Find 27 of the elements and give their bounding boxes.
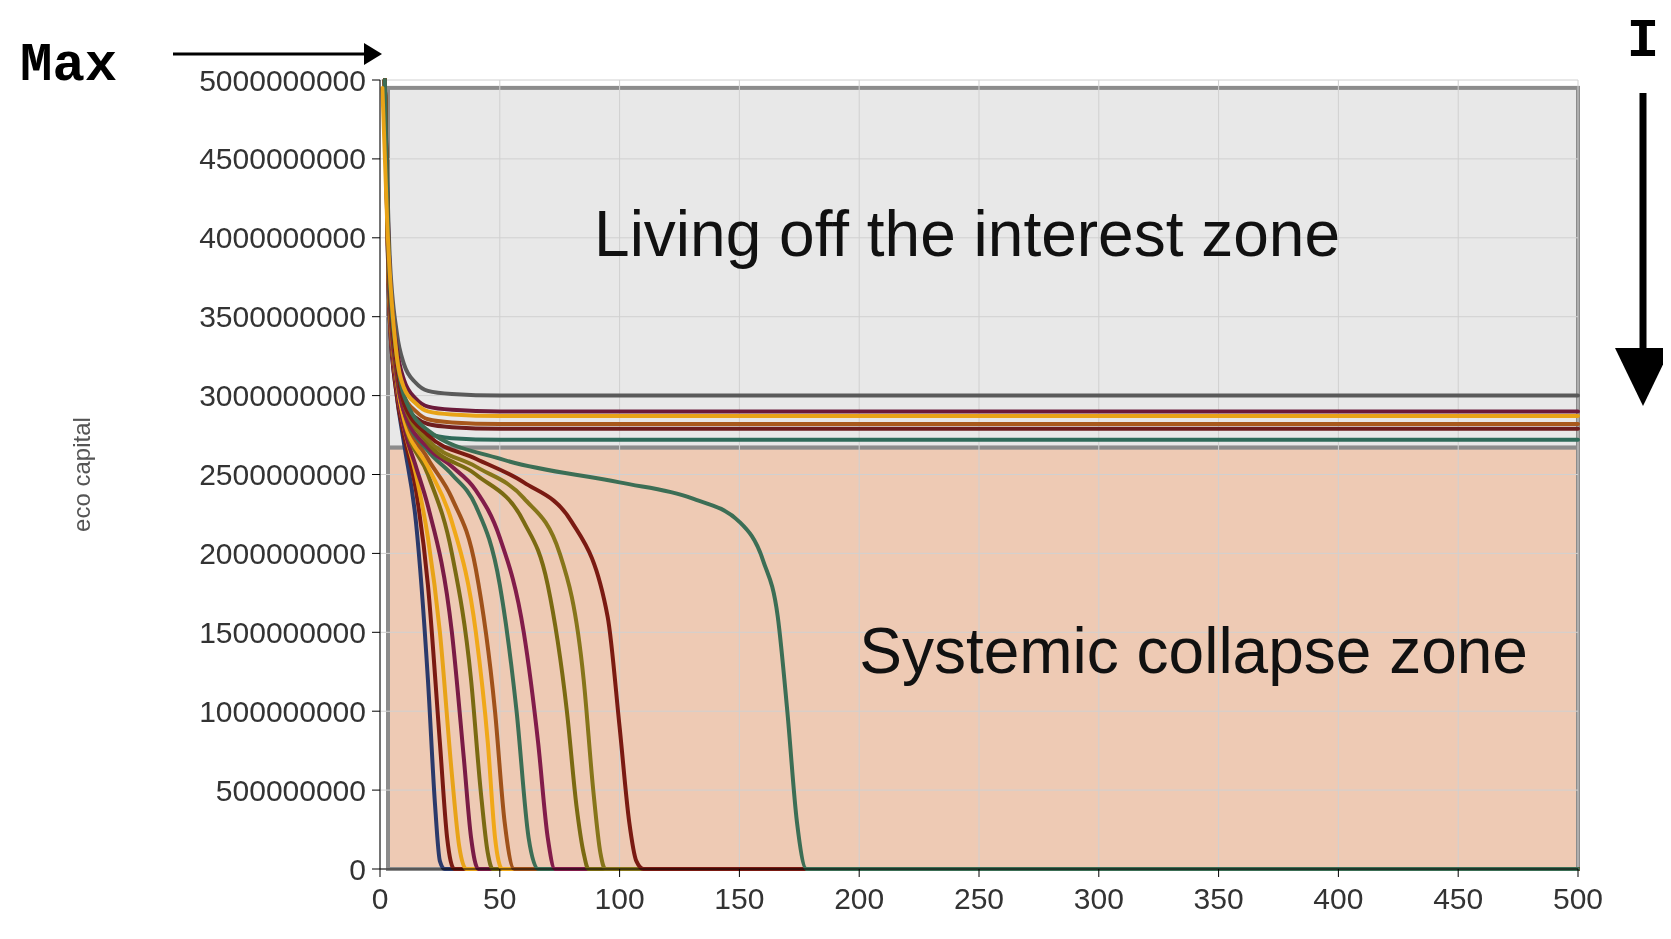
y-tick-label: 5000000000 [199, 63, 366, 97]
y-tick-label: 4500000000 [199, 142, 366, 176]
x-tick-label: 150 [714, 882, 765, 915]
x-tick-label: 450 [1433, 882, 1484, 915]
y-tick-label: 3500000000 [199, 300, 366, 334]
x-tick-label: 100 [594, 882, 645, 915]
y-tick-label: 4000000000 [199, 221, 366, 255]
y-tick-label: 500000000 [215, 773, 366, 807]
x-tick-label: 50 [483, 882, 517, 915]
x-tick-label: 350 [1193, 882, 1244, 915]
y-tick-label: 3000000000 [199, 379, 366, 413]
x-tick-label: 0 [371, 882, 389, 915]
band-label: Living off the interest zone [594, 197, 1340, 270]
x-tick-label: 250 [953, 882, 1005, 915]
x-tick-label: 500 [1552, 882, 1604, 915]
x-tick-label: 200 [834, 882, 885, 915]
y-axis-title: eco capital [68, 417, 95, 532]
x-tick-label: 400 [1313, 882, 1364, 915]
y-tick-label: 1000000000 [199, 694, 366, 728]
y-tick-label: 1500000000 [199, 615, 366, 649]
text: I [1626, 11, 1660, 72]
x-tick-label: 300 [1073, 882, 1124, 915]
text: Max [20, 35, 118, 96]
y-tick-label: 2000000000 [199, 536, 366, 570]
y-tick-label: 2500000000 [199, 458, 366, 491]
band-label: Systemic collapse zone [859, 615, 1528, 688]
y-tick-label: 0 [349, 852, 366, 886]
